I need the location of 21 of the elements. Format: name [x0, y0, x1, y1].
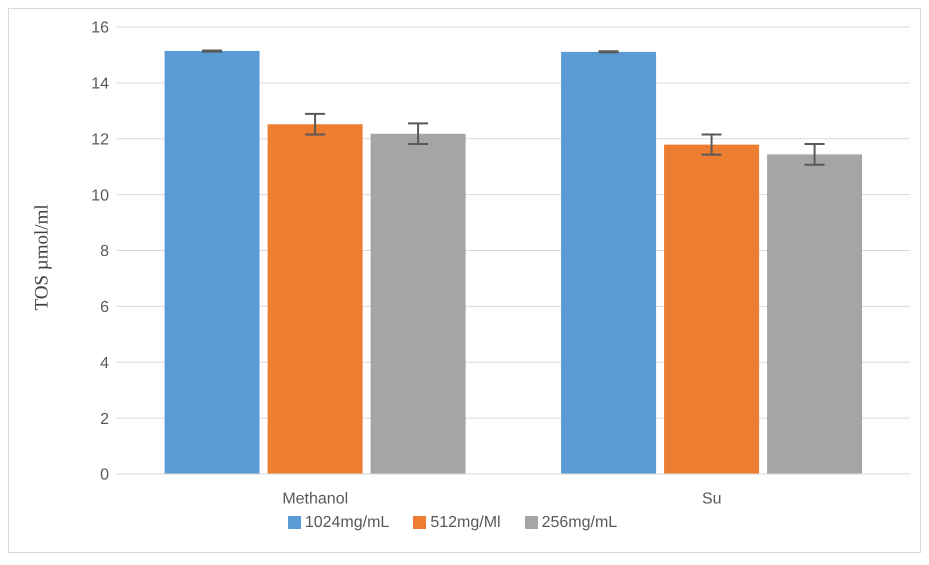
bar	[370, 134, 466, 474]
y-tick-label: 14	[91, 76, 110, 93]
bar	[164, 51, 260, 474]
y-tick-label: 10	[91, 187, 110, 204]
bar	[664, 144, 760, 474]
y-tick-label: 16	[91, 20, 110, 37]
legend-label: 1024mg/mL	[304, 514, 390, 531]
y-tick-label: 2	[100, 410, 110, 428]
y-tick-label: 12	[91, 131, 110, 148]
y-tick-label: 8	[100, 243, 110, 260]
legend-label: 512mg/Ml	[430, 514, 501, 531]
bar	[767, 154, 862, 474]
bar	[561, 52, 656, 474]
y-tick-label: 6	[100, 299, 110, 316]
y-axis-title: TOS µmol/ml	[32, 204, 53, 310]
x-tick-label: Su	[702, 490, 722, 508]
y-tick-label: 0	[100, 466, 110, 484]
y-tick-label: 4	[100, 354, 110, 372]
bar	[268, 124, 363, 474]
legend-label: 256mg/mL	[542, 514, 618, 531]
x-tick-label: Methanol	[282, 490, 348, 508]
